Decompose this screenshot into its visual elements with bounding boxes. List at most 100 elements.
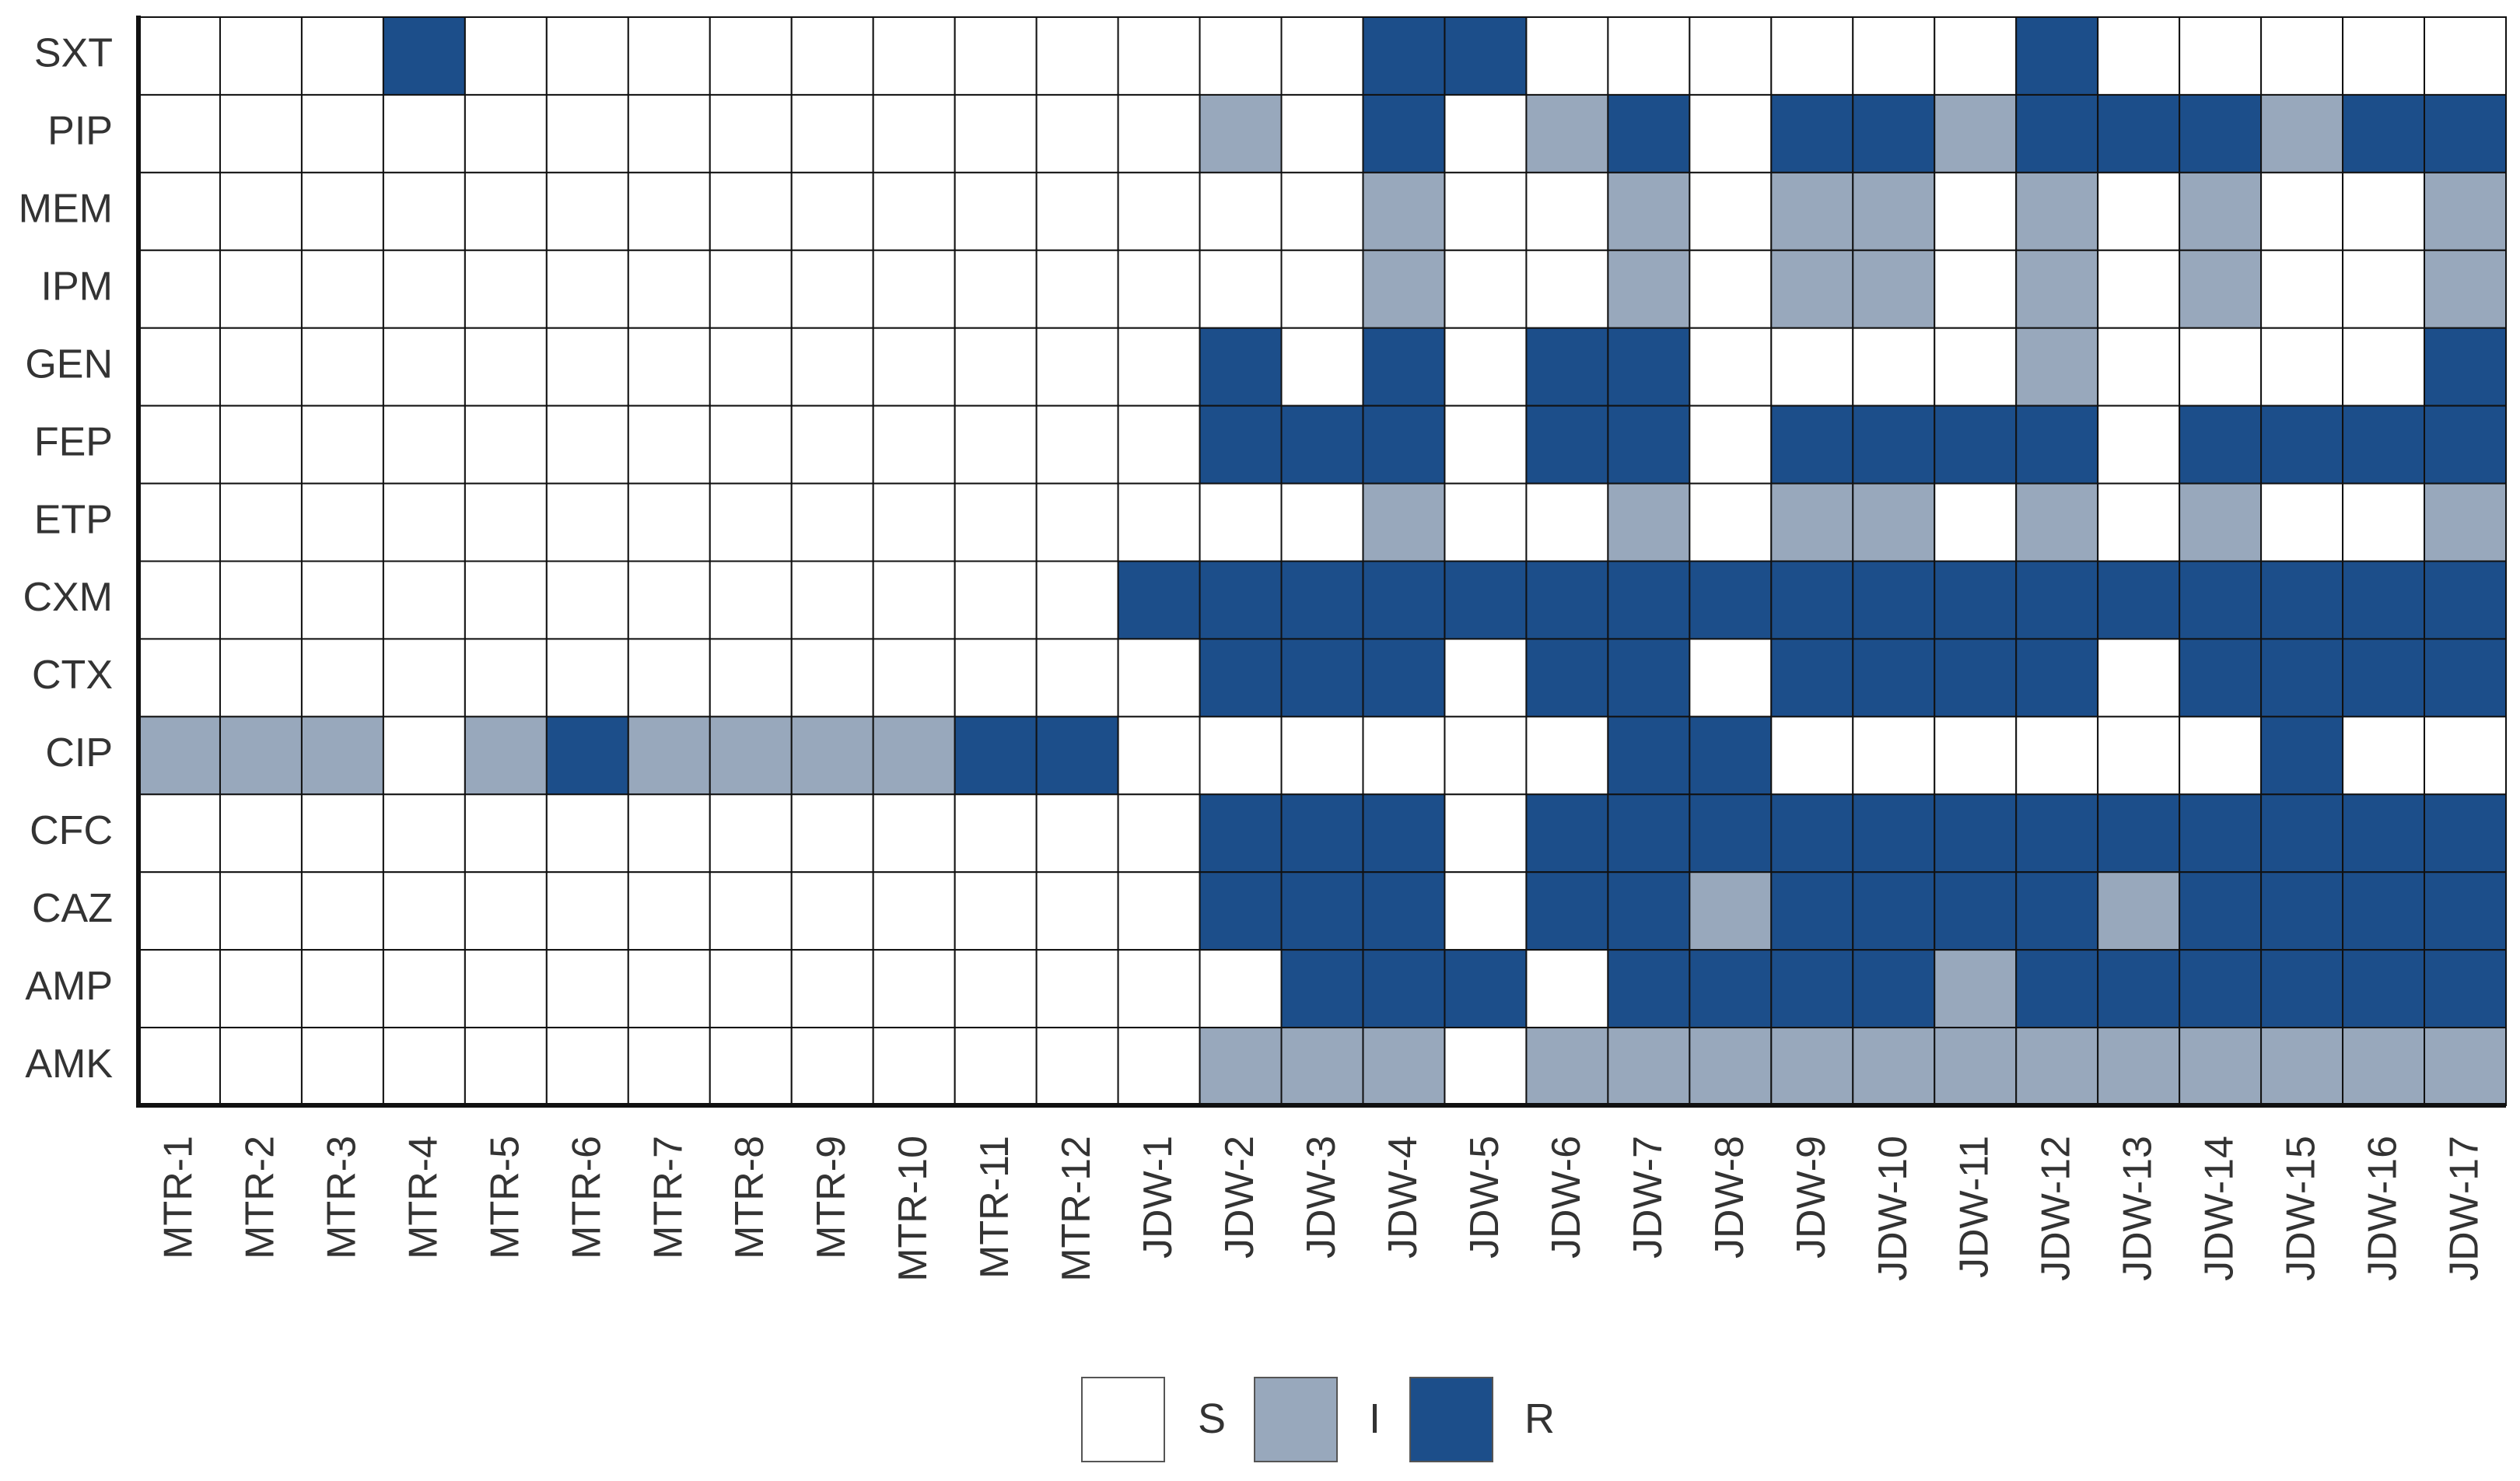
heatmap-cell (2424, 404, 2507, 485)
heatmap-cell (1444, 871, 1528, 951)
x-tick-label: MTR-1 (156, 1136, 201, 1259)
heatmap-cell (627, 482, 711, 562)
y-tick-label: CIP (45, 730, 113, 776)
heatmap-cell (1689, 404, 1773, 485)
heatmap-cell (1199, 482, 1283, 562)
heatmap-cell (1525, 404, 1609, 485)
legend-label-s: S (1198, 1395, 1227, 1442)
heatmap-cell (464, 404, 548, 485)
heatmap-cell (2424, 716, 2507, 796)
heatmap-cell (464, 560, 548, 640)
heatmap-cell (300, 793, 384, 874)
heatmap-cell (627, 716, 711, 796)
heatmap-cell (300, 404, 384, 485)
heatmap-cell (2342, 949, 2426, 1029)
heatmap-cell (138, 871, 221, 951)
heatmap-cell (1362, 404, 1446, 485)
heatmap-cell (1934, 482, 2018, 562)
heatmap-cell (300, 16, 384, 96)
heatmap-cell (1525, 327, 1609, 407)
heatmap-cell (219, 1027, 303, 1106)
heatmap-cell (464, 871, 548, 951)
x-tick-label: JDW-15 (2279, 1136, 2324, 1281)
heatmap-cell (1852, 638, 1936, 718)
heatmap-cell (2097, 171, 2181, 251)
heatmap-cell (1117, 560, 1201, 640)
heatmap-cell (138, 16, 221, 96)
heatmap-cell (1199, 560, 1283, 640)
heatmap-cell (1689, 871, 1773, 951)
x-tick-label: JDW-2 (1217, 1136, 1262, 1259)
heatmap-cell (1607, 327, 1691, 407)
heatmap-cell (1934, 171, 2018, 251)
heatmap-cell (2179, 93, 2263, 173)
heatmap-cell (1362, 871, 1446, 951)
heatmap-cell (2179, 793, 2263, 874)
heatmap-cell (1607, 93, 1691, 173)
heatmap-cell (709, 249, 793, 329)
heatmap-cell (1362, 16, 1446, 96)
heatmap-cell (1280, 638, 1364, 718)
heatmap-cell (1035, 16, 1119, 96)
heatmap-cell (790, 1027, 874, 1106)
heatmap-cell (1035, 949, 1119, 1029)
heatmap-cell (709, 793, 793, 874)
heatmap-cell (219, 871, 303, 951)
heatmap-cell (872, 871, 956, 951)
heatmap-cell (1362, 560, 1446, 640)
heatmap-cell (1035, 327, 1119, 407)
heatmap-cell (545, 249, 629, 329)
y-tick-label: SXT (34, 31, 113, 76)
heatmap-cell (627, 638, 711, 718)
heatmap-cell (545, 716, 629, 796)
heatmap-cell (2342, 482, 2426, 562)
heatmap-cell (1362, 171, 1446, 251)
heatmap-cell (1280, 16, 1364, 96)
heatmap-cell (1444, 404, 1528, 485)
x-tick-label: JDW-1 (1136, 1136, 1181, 1259)
heatmap-cell (2097, 638, 2181, 718)
heatmap-cell (627, 949, 711, 1029)
heatmap-cell (2424, 949, 2507, 1029)
legend-label-i: I (1369, 1395, 1381, 1442)
heatmap-cell (1280, 249, 1364, 329)
heatmap-cell (464, 171, 548, 251)
heatmap-cell (1852, 560, 1936, 640)
heatmap-cell (1689, 249, 1773, 329)
heatmap-cell (1117, 249, 1201, 329)
heatmap-cell (2097, 793, 2181, 874)
heatmap-cell (300, 327, 384, 407)
heatmap-cell (2179, 327, 2263, 407)
y-tick-label: CXM (23, 575, 113, 620)
heatmap-cell (219, 16, 303, 96)
x-tick-label: JDW-11 (1952, 1136, 1997, 1278)
heatmap-cell (1525, 716, 1609, 796)
heatmap-cell (2015, 560, 2099, 640)
heatmap-cell (954, 560, 1038, 640)
heatmap-cell (790, 638, 874, 718)
heatmap-cell (790, 871, 874, 951)
heatmap-cell (1199, 404, 1283, 485)
heatmap-cell (954, 482, 1038, 562)
heatmap-cell (300, 716, 384, 796)
heatmap-cell (1934, 716, 2018, 796)
heatmap-cell (1199, 949, 1283, 1029)
heatmap-cell (382, 638, 466, 718)
heatmap-cell (872, 1027, 956, 1106)
heatmap-cell (1934, 949, 2018, 1029)
heatmap-cell (1689, 171, 1773, 251)
heatmap-cell (2342, 716, 2426, 796)
heatmap-cell (545, 482, 629, 562)
heatmap-cell (954, 327, 1038, 407)
heatmap-cell (2179, 871, 2263, 951)
x-tick-label: JDW-17 (2442, 1136, 2487, 1281)
y-tick-label: CFC (30, 808, 113, 853)
heatmap-cell (1934, 871, 2018, 951)
heatmap-cell (464, 1027, 548, 1106)
heatmap-cell (219, 949, 303, 1029)
heatmap-cell (382, 793, 466, 874)
heatmap-cell (545, 16, 629, 96)
x-tick-label: JDW-5 (1462, 1136, 1507, 1259)
heatmap-cell (545, 949, 629, 1029)
y-tick-label: IPM (41, 264, 113, 309)
